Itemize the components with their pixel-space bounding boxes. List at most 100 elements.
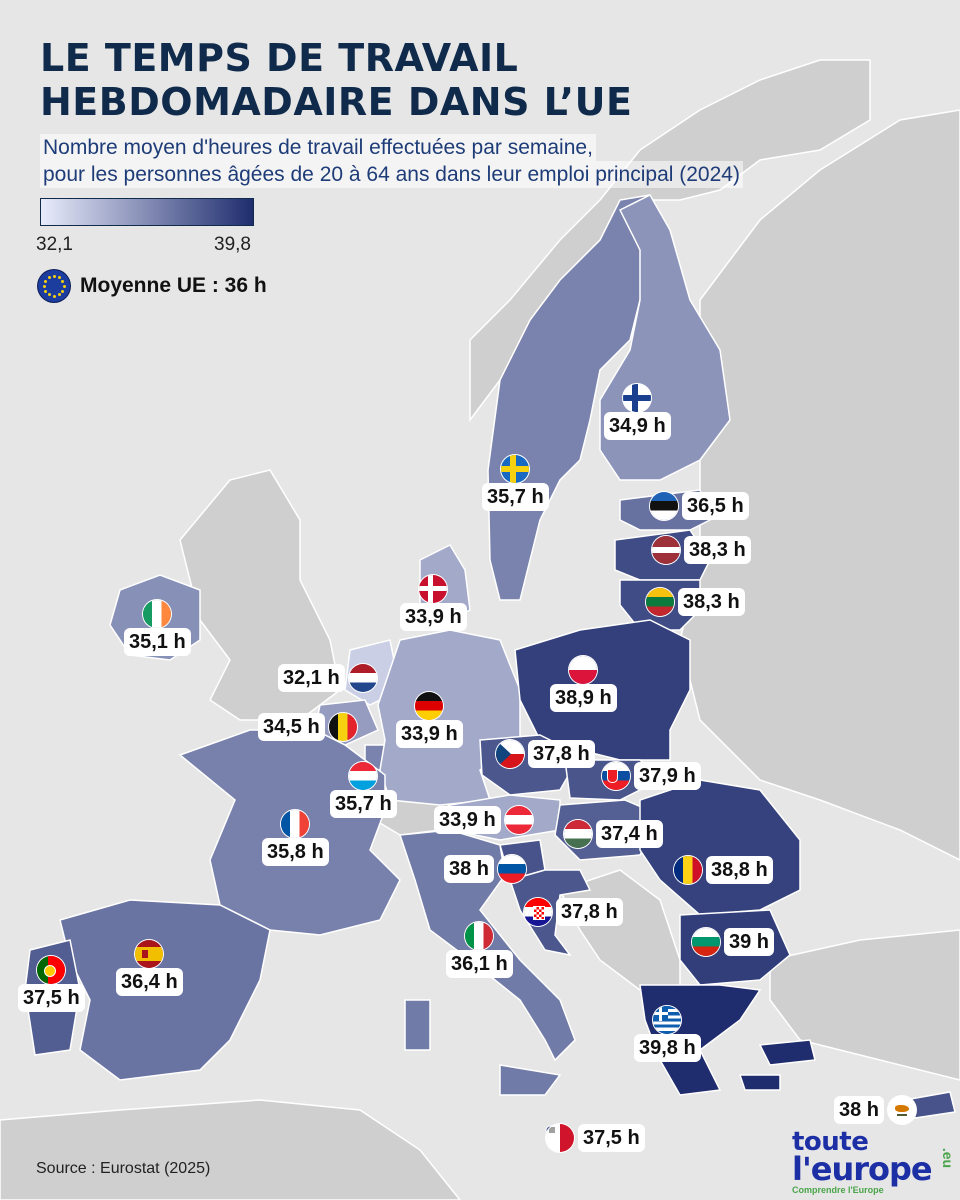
brand-line-2: l'europe (792, 1150, 933, 1188)
value-latvia: 38,3 h (684, 536, 751, 564)
country-romania (639, 779, 801, 916)
brand-tld: .eu (940, 1147, 957, 1169)
value-germany: 33,9 h (396, 720, 463, 748)
italy-flag-icon (465, 922, 494, 950)
land-north-africa (0, 1099, 461, 1200)
value-sweden: 35,7 h (482, 483, 549, 511)
label-germany: 33,9 h (396, 692, 463, 748)
estonia-flag-icon (650, 492, 678, 520)
value-luxembourg: 35,7 h (330, 790, 397, 818)
value-slovakia: 37,9 h (634, 762, 701, 790)
eu-average: Moyenne UE : 36 h (38, 270, 267, 302)
label-estonia: 36,5 h (650, 492, 749, 520)
label-czechia: 37,8 h (496, 740, 595, 768)
eu-flag-icon (38, 270, 70, 302)
label-croatia: 37,8 h (524, 898, 623, 926)
luxembourg-flag-icon (349, 762, 378, 790)
country-greece-islands (738, 1039, 816, 1091)
value-hungary: 37,4 h (596, 820, 663, 848)
label-sweden: 35,7 h (482, 455, 549, 511)
subtitle-line-1: Nombre moyen d'heures de travail effectu… (40, 134, 596, 161)
value-romania: 38,8 h (706, 856, 773, 884)
label-austria: 33,9 h (434, 806, 533, 834)
value-lithuania: 38,3 h (678, 588, 745, 616)
value-czechia: 37,8 h (528, 740, 595, 768)
france-flag-icon (281, 810, 310, 838)
label-poland: 38,9 h (550, 656, 617, 712)
eu-star (52, 274, 56, 278)
label-greece: 39,8 h (634, 1006, 701, 1062)
value-netherlands: 32,1 h (278, 664, 345, 692)
hungary-flag-icon (564, 820, 592, 848)
label-hungary: 37,4 h (564, 820, 663, 848)
value-italy: 36,1 h (446, 950, 513, 978)
title-line-1: LE TEMPS DE TRAVAIL (40, 36, 519, 80)
title-line-2: HEBDOMADAIRE DANS L’UE (40, 80, 633, 124)
eu-star (57, 293, 61, 297)
value-slovenia: 38 h (444, 855, 495, 883)
eu-star (43, 279, 47, 283)
lithuania-flag-icon (646, 588, 674, 616)
value-poland: 38,9 h (550, 684, 617, 712)
netherlands-flag-icon (348, 664, 377, 692)
label-france: 35,8 h (262, 810, 329, 866)
greece-flag-icon (653, 1006, 682, 1034)
value-portugal: 37,5 h (18, 984, 85, 1012)
legend-min-label: 32,1 (36, 234, 73, 255)
label-portugal: 37,5 h (18, 956, 85, 1012)
czechia-flag-icon (496, 740, 524, 768)
value-bulgaria: 39 h (724, 928, 775, 956)
value-greece: 39,8 h (634, 1034, 701, 1062)
poland-flag-icon (569, 656, 598, 684)
value-denmark: 33,9 h (400, 603, 467, 631)
country-italy-islands (404, 999, 562, 1096)
value-belgium: 34,5 h (258, 713, 325, 741)
value-croatia: 37,8 h (556, 898, 623, 926)
label-bulgaria: 39 h (692, 928, 775, 956)
value-malta: 37,5 h (578, 1124, 645, 1152)
land-turkey (769, 929, 960, 1081)
legend-color-scale (40, 198, 254, 226)
label-finland: 34,9 h (604, 384, 671, 440)
subtitle-line-2: pour les personnes âgées de 20 à 64 ans … (40, 161, 743, 188)
eu-star (47, 293, 51, 297)
ireland-flag-icon (143, 600, 172, 628)
label-malta: 37,5 h (546, 1124, 645, 1152)
sweden-flag-icon (501, 455, 530, 483)
latvia-flag-icon (652, 536, 680, 564)
slovenia-flag-icon (498, 855, 527, 883)
malta-flag-icon (546, 1124, 574, 1152)
eu-star (57, 275, 61, 279)
label-spain: 36,4 h (116, 940, 183, 996)
label-italy: 36,1 h (446, 922, 513, 978)
denmark-flag-icon (419, 575, 448, 603)
eu-star (61, 279, 65, 283)
value-finland: 34,9 h (604, 412, 671, 440)
subtitle: Nombre moyen d'heures de travail effectu… (40, 134, 743, 188)
eu-star (52, 294, 56, 298)
spain-flag-icon (135, 940, 164, 968)
cyprus-flag-icon (888, 1096, 917, 1124)
label-cyprus: 38 h (834, 1096, 917, 1124)
brand-logo: toute l'europe Comprendre l'Europe .eu (792, 1127, 956, 1195)
brand-tagline: Comprendre l'Europe (792, 1185, 884, 1195)
croatia-flag-icon (524, 898, 552, 926)
eu-star (43, 289, 47, 293)
label-ireland: 35,1 h (124, 600, 191, 656)
eu-average-label: Moyenne UE : 36 h (80, 274, 267, 297)
slovakia-flag-icon (602, 762, 630, 790)
label-netherlands: 32,1 h (278, 664, 377, 692)
label-romania: 38,8 h (674, 856, 773, 884)
eu-star (61, 289, 65, 293)
bulgaria-flag-icon (692, 928, 720, 956)
label-slovakia: 37,9 h (602, 762, 701, 790)
page-title: LE TEMPS DE TRAVAIL HEBDOMADAIRE DANS L’… (40, 36, 632, 124)
eu-star (47, 275, 51, 279)
value-ireland: 35,1 h (124, 628, 191, 656)
value-cyprus: 38 h (834, 1096, 885, 1124)
germany-flag-icon (415, 692, 444, 720)
brand-line-1: toute (792, 1127, 869, 1157)
austria-flag-icon (504, 806, 533, 834)
